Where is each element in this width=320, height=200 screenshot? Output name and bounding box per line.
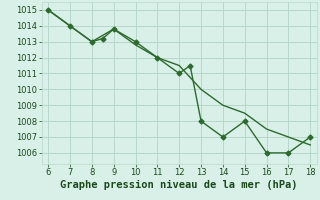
X-axis label: Graphe pression niveau de la mer (hPa): Graphe pression niveau de la mer (hPa) (60, 180, 298, 190)
